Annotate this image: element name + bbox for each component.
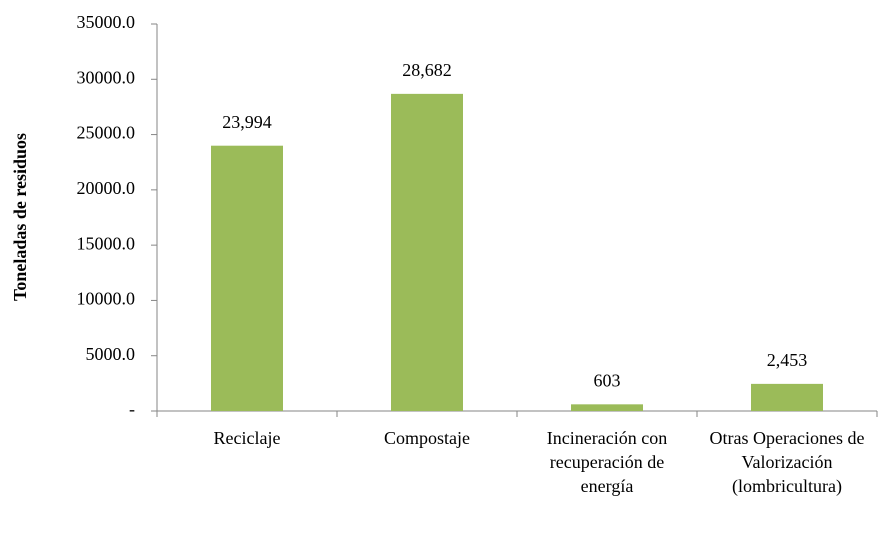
y-tick-label: 10000.0 [77, 289, 136, 309]
bar [211, 145, 283, 411]
y-tick-label: 5000.0 [86, 344, 136, 364]
y-tick-label: 15000.0 [77, 233, 136, 253]
value-label: 23,994 [222, 112, 272, 132]
bar [391, 93, 463, 411]
bar [571, 404, 643, 411]
y-tick-label: - [129, 399, 135, 419]
x-tick-label: Incineración con recuperación de energía [546, 428, 668, 496]
value-label: 28,682 [402, 60, 452, 80]
value-label: 2,453 [767, 350, 808, 370]
x-tick-label: Compostaje [384, 428, 470, 448]
value-label: 603 [594, 370, 621, 390]
x-tick-label: Reciclaje [213, 428, 281, 448]
y-axis-title: Toneladas de residuos [10, 133, 30, 301]
bar [751, 383, 823, 411]
y-tick-label: 25000.0 [77, 123, 136, 143]
y-tick-label: 30000.0 [77, 67, 136, 87]
y-tick-label: 35000.0 [77, 12, 136, 32]
y-tick-label: 20000.0 [77, 178, 136, 198]
x-tick-label: Otras Operaciones de Valorización (lombr… [709, 428, 865, 496]
